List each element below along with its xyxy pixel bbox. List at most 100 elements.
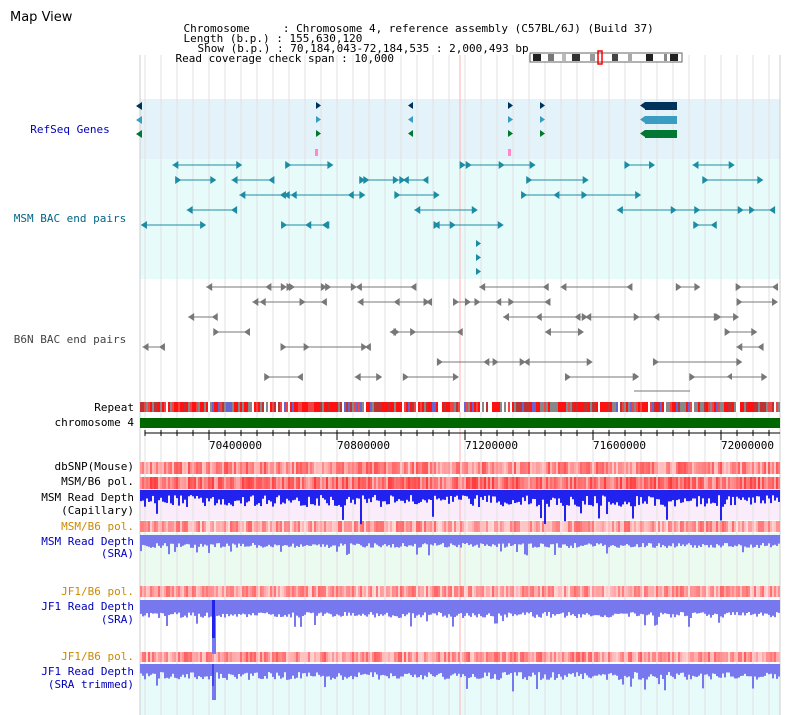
msm-depth-capillary-bar — [216, 490, 218, 504]
msm-b6-pol-2-cell — [570, 521, 572, 532]
jf1-b6-pol-cell — [292, 586, 294, 597]
repeat-segment — [690, 402, 692, 412]
msm-depth-sra-bar — [438, 535, 440, 545]
jf1-depth-trim-bar — [648, 664, 650, 677]
msm-depth-sra-bar — [734, 535, 736, 546]
msm-b6-pol-cell — [646, 477, 648, 489]
jf1-b6-pol-2-cell — [640, 652, 642, 662]
msm-b6-pol-cell — [376, 477, 378, 489]
dbsnp-cell — [658, 462, 660, 474]
msm-bac-end — [172, 161, 179, 169]
repeat-segment — [756, 402, 758, 412]
msm-bac-end — [231, 176, 238, 184]
msm-b6-pol-2-cell — [440, 521, 442, 532]
msm-bac-end — [347, 191, 354, 199]
msm-depth-sra-bar — [214, 535, 216, 548]
jf1-depth-trim-bar — [482, 664, 484, 678]
label-msm-bac: MSM BAC end pairs — [13, 212, 127, 225]
jf1-depth-sra-bar — [310, 600, 312, 614]
dbsnp-cell — [254, 462, 256, 474]
msm-depth-sra-bar — [322, 535, 324, 545]
msm-depth-sra-bar — [220, 535, 222, 548]
jf1-b6-pol-cell — [240, 586, 242, 597]
msm-depth-capillary-bar — [764, 490, 766, 504]
msm-depth-sra-bar — [664, 535, 666, 547]
jf1-depth-sra-bar — [524, 600, 526, 615]
dbsnp-cell — [556, 462, 558, 474]
b6n-bac-end — [376, 373, 383, 381]
msm-b6-pol-2-cell — [664, 521, 666, 532]
jf1-depth-sra-bar — [160, 600, 162, 613]
msm-b6-pol-2-cell — [214, 521, 216, 532]
jf1-depth-sra-bar — [720, 600, 722, 617]
jf1-depth-sra-bar — [400, 600, 402, 618]
msm-b6-pol-cell — [372, 477, 374, 489]
msm-b6-pol-2-cell — [500, 521, 502, 532]
dbsnp-cell — [568, 462, 570, 474]
repeat-segment — [228, 402, 230, 412]
msm-b6-pol-cell — [670, 477, 672, 489]
msm-b6-pol-2-cell — [726, 521, 728, 532]
msm-b6-pol-cell — [264, 477, 266, 489]
jf1-depth-trim-bar — [616, 664, 618, 676]
dbsnp-cell — [438, 462, 440, 474]
jf1-b6-pol-2-cell — [156, 652, 158, 662]
repeat-segment — [580, 402, 582, 412]
msm-depth-sra-bar — [534, 535, 536, 547]
msm-depth-capillary-bar — [438, 490, 440, 499]
msm-depth-capillary-bar — [714, 490, 716, 504]
msm-depth-sra-bar — [774, 535, 776, 545]
msm-depth-capillary-bar — [290, 490, 292, 503]
dbsnp-cell — [250, 462, 252, 474]
msm-b6-pol-2-cell — [362, 521, 364, 532]
dbsnp-cell — [372, 462, 374, 474]
repeat-segment — [182, 402, 184, 412]
msm-depth-sra-bar — [276, 535, 278, 546]
b6n-bac-end — [213, 328, 220, 336]
jf1-b6-pol-cell — [344, 586, 346, 597]
repeat-segment — [270, 402, 272, 412]
jf1-b6-pol-2-cell — [688, 652, 690, 662]
dbsnp-cell — [144, 462, 146, 474]
repeat-segment — [544, 402, 546, 412]
jf1-b6-pol-cell — [734, 586, 736, 597]
jf1-depth-trim-bar — [370, 664, 372, 673]
jf1-b6-pol-2-cell — [704, 652, 706, 662]
msm-depth-sra-bar — [646, 535, 648, 546]
msm-b6-pol-2-cell — [614, 521, 616, 532]
jf1-b6-pol-cell — [396, 586, 398, 597]
jf1-b6-pol-cell — [404, 586, 406, 597]
dbsnp-cell — [216, 462, 218, 474]
jf1-b6-pol-2-cell — [406, 652, 408, 662]
msm-depth-sra-bar — [418, 535, 420, 548]
jf1-depth-sra-bar — [228, 600, 230, 617]
dbsnp-cell — [520, 462, 522, 474]
label-msm-b6-pol-2: MSM/B6 pol. — [61, 520, 134, 533]
jf1-b6-pol-2-cell — [644, 652, 646, 662]
msm-b6-pol-cell — [426, 477, 428, 489]
jf1-b6-pol-cell — [682, 586, 684, 597]
repeat-segment — [354, 402, 356, 412]
repeat-segment — [532, 402, 534, 412]
jf1-depth-sra-bar — [516, 600, 518, 616]
repeat-segment — [142, 402, 144, 412]
jf1-b6-pol-2-cell — [192, 652, 194, 662]
jf1-depth-sra-bar — [618, 600, 620, 614]
jf1-depth-trim-bar — [320, 664, 322, 677]
msm-b6-pol-2-cell — [430, 521, 432, 532]
msm-b6-pol-2-cell — [694, 521, 696, 532]
dbsnp-cell — [200, 462, 202, 474]
msm-depth-capillary-bar — [512, 490, 514, 501]
dbsnp-cell — [716, 462, 718, 474]
msm-b6-pol-2-cell — [170, 521, 172, 532]
dbsnp-cell — [202, 462, 204, 474]
msm-b6-pol-cell — [258, 477, 260, 489]
msm-b6-pol-cell — [764, 477, 766, 489]
msm-depth-capillary-bar — [756, 490, 758, 497]
jf1-depth-sra-bar — [632, 600, 634, 613]
label-refseq-genes: RefSeq Genes — [30, 123, 110, 136]
msm-depth-capillary-bar — [370, 490, 372, 503]
msm-bac-end — [186, 206, 193, 214]
jf1-b6-pol-cell — [180, 586, 182, 597]
